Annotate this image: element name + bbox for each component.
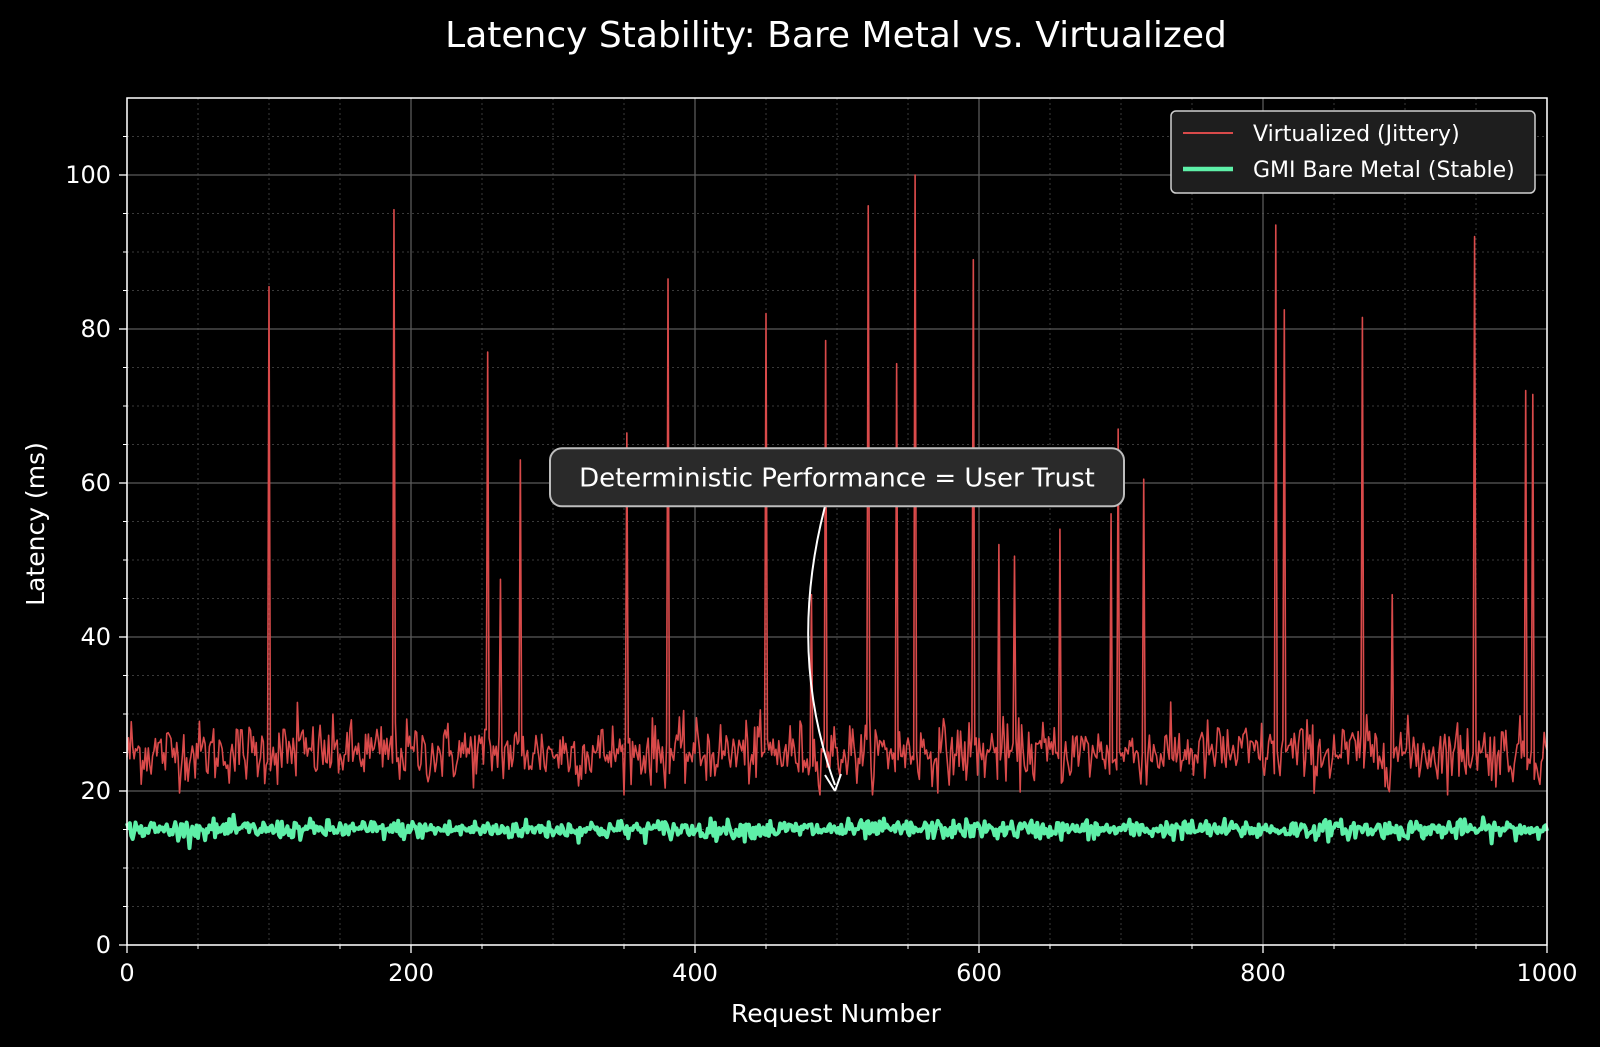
- y-tick-label: 100: [65, 161, 111, 189]
- legend-label: GMI Bare Metal (Stable): [1253, 158, 1515, 183]
- x-tick-label: 800: [1240, 959, 1286, 987]
- legend-box: [1170, 110, 1536, 194]
- series-line-virtualized: [126, 174, 1548, 796]
- y-tick-label: 80: [80, 315, 111, 343]
- annotation-box: [549, 447, 1125, 508]
- annotation-arrowhead: [824, 773, 842, 792]
- y-tick-label: 0: [96, 931, 111, 959]
- x-axis-label: Request Number: [731, 999, 942, 1028]
- y-tick-label: 40: [80, 623, 111, 651]
- x-tick-label: 0: [119, 959, 134, 987]
- series-line-bare-metal: [125, 812, 1549, 851]
- legend: Virtualized (Jittery) GMI Bare Metal (Sta…: [1170, 110, 1536, 194]
- chart-title: Latency Stability: Bare Metal vs. Virtua…: [445, 15, 1227, 56]
- x-tick-label: 600: [956, 959, 1002, 987]
- x-tick-label: 400: [672, 959, 718, 987]
- axis-ticks: 0 200 400 600 800 1000 0 20 40 60 80 100: [65, 136, 1578, 987]
- y-tick-label: 60: [80, 469, 111, 497]
- x-tick-label: 200: [388, 959, 434, 987]
- y-axis-label: Latency (ms): [21, 442, 50, 606]
- y-tick-label: 20: [80, 777, 111, 805]
- series-layer: [125, 174, 1549, 851]
- annotation: Deterministic Performance = User Trust: [549, 447, 1125, 792]
- annotation-arrow: [807, 506, 836, 786]
- x-tick-label: 1000: [1516, 959, 1577, 987]
- legend-label: Virtualized (Jittery): [1253, 122, 1460, 147]
- annotation-text: Deterministic Performance = User Trust: [579, 463, 1095, 493]
